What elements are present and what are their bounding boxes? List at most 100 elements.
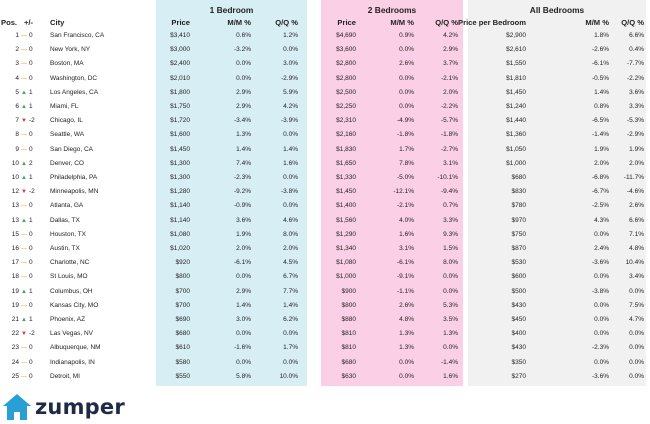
cell-all-price: $400 <box>511 330 526 338</box>
cell-b1-qq: 8.0% <box>283 230 298 238</box>
cell-b2-price: $630 <box>341 372 356 380</box>
cell-b1-price: $700 <box>175 287 190 295</box>
cell-change: 0 <box>29 273 33 281</box>
cell-b1-mm: -3.4% <box>234 117 251 125</box>
cell-b2-price: $2,160 <box>336 131 356 139</box>
cell-all-qq: -2.9% <box>627 131 644 139</box>
cell-b2-qq: 2.0% <box>443 88 458 96</box>
cell-pos: 24 <box>11 358 19 366</box>
dash-icon: — <box>21 260 27 267</box>
cell-b1-qq: 3.0% <box>283 60 298 68</box>
cell-b1-price: $2,400 <box>170 60 190 68</box>
cell-change: -2 <box>29 330 35 338</box>
header-all-qq: Q/Q % <box>621 18 644 27</box>
cell-b2-mm: 0.0% <box>399 74 414 82</box>
table-row: 7 ▼ -2 Chicago, IL $1,720 -3.4% -3.9% $2,310 -4.… <box>0 115 650 127</box>
cell-change: -2 <box>29 117 35 125</box>
cell-b1-price: $1,600 <box>170 131 190 139</box>
cell-b2-price: $1,000 <box>336 273 356 281</box>
cell-city: Seattle, WA <box>50 131 85 139</box>
cell-all-price: $1,000 <box>506 159 526 167</box>
cell-b2-qq: -9.4% <box>441 188 458 196</box>
cell-all-price: $1,550 <box>506 60 526 68</box>
cell-all-mm: -3.6% <box>592 372 609 380</box>
cell-all-qq: 7.5% <box>629 301 644 309</box>
cell-b1-mm: -3.2% <box>234 46 251 54</box>
cell-city: Atlanta, GA <box>50 202 84 210</box>
cell-b1-mm: 1.3% <box>236 131 251 139</box>
cell-b2-price: $1,340 <box>336 245 356 252</box>
table-row: 21 ▲ 1 Phoenix, AZ $690 3.0% 6.2% $880 4.8% 3.5% $… <box>0 314 650 326</box>
dash-icon: — <box>21 146 27 153</box>
table-row: 24—0 Indianapolis, IN $580 0.0% 0.0% $680 0.0%… <box>0 357 650 369</box>
cell-b1-qq: -3.8% <box>281 188 298 196</box>
cell-all-qq: 0.4% <box>629 46 644 54</box>
header-b2-mm: M/M % <box>390 18 414 27</box>
column-headers: Pos. +/- City Price M/M % Q/Q % Price M/… <box>0 17 650 29</box>
dash-icon: — <box>21 359 27 366</box>
cell-pos: 1 <box>15 32 19 39</box>
cell-b1-price: $580 <box>175 358 190 366</box>
cell-b1-mm: 1.4% <box>236 145 251 153</box>
cell-pos: 7 <box>15 117 19 125</box>
cell-all-price: $1,360 <box>506 131 526 139</box>
cell-all-price: $1,240 <box>506 103 526 110</box>
cell-all-mm: 0.0% <box>594 273 609 281</box>
cell-b2-mm: 4.0% <box>399 216 414 224</box>
table-row: 25—0 Detroit, MI $550 5.8% 10.0% $630 0.0% 1.6%… <box>0 371 650 383</box>
cell-all-price: $500 <box>511 287 526 295</box>
arrow-up-icon: ▲ <box>21 288 27 295</box>
cell-change: 0 <box>29 344 33 352</box>
cell-all-mm: -1.4% <box>592 131 609 139</box>
cell-pos: 8 <box>15 131 19 139</box>
cell-all-qq: 0.0% <box>629 358 644 366</box>
cell-b1-mm: 2.9% <box>236 88 251 96</box>
cell-city: New York, NY <box>50 46 91 54</box>
cell-b1-mm: 7.4% <box>236 159 251 167</box>
cell-city: San Diego, CA <box>50 145 93 153</box>
cell-pos: 15 <box>11 230 19 238</box>
cell-b1-qq: 1.4% <box>283 301 298 309</box>
cell-all-price: $430 <box>511 344 526 352</box>
cell-b2-qq: 3.7% <box>443 60 458 68</box>
cell-b2-mm: -2.1% <box>397 202 414 210</box>
cell-city: Albuquerque, NM <box>50 344 101 352</box>
cell-pos: 23 <box>11 344 19 352</box>
cell-all-qq: 3.4% <box>629 273 644 281</box>
cell-b2-mm: 0.0% <box>399 358 414 366</box>
cell-all-qq: -7.7% <box>627 60 644 68</box>
cell-b2-price: $3,600 <box>336 46 356 54</box>
cell-b2-qq: 4.2% <box>443 32 458 39</box>
dash-icon: — <box>21 203 27 210</box>
cell-b1-price: $1,450 <box>170 145 190 153</box>
cell-pos: 5 <box>15 88 19 96</box>
cell-b1-mm: 0.0% <box>236 358 251 366</box>
cell-b1-qq: -2.9% <box>281 74 298 82</box>
cell-b2-price: $1,080 <box>336 259 356 267</box>
cell-b1-qq: 2.0% <box>283 245 298 252</box>
cell-city: Indianapolis, IN <box>50 358 95 366</box>
cell-all-qq: 0.0% <box>629 287 644 295</box>
cell-b2-qq: 8.0% <box>443 259 458 267</box>
table-row: 23—0 Albuquerque, NM $610 -1.6% 1.7% $810 1.3%… <box>0 342 650 354</box>
arrow-up-icon: ▲ <box>21 317 27 323</box>
table-row: 3—0 Boston, MA $2,400 0.0% 3.0% $2,800 2.6% 3.7… <box>0 58 650 70</box>
cell-all-mm: 1.9% <box>594 145 609 153</box>
cell-b2-price: $1,400 <box>336 202 356 210</box>
table-row: 19—0 Kansas City, MO $700 1.4% 1.4% $800 2.6% 5… <box>0 300 650 312</box>
cell-b2-price: $1,290 <box>336 230 356 238</box>
cell-b2-price: $1,830 <box>336 145 356 153</box>
dash-icon: — <box>21 274 27 281</box>
cell-all-price: $1,810 <box>506 74 526 82</box>
cell-city: Houston, TX <box>50 230 87 238</box>
cell-pos: 2 <box>15 46 19 54</box>
cell-b1-mm: 0.6% <box>236 32 251 39</box>
cell-b1-mm: 3.0% <box>236 316 251 323</box>
cell-change: 0 <box>29 259 33 267</box>
cell-b2-mm: 0.0% <box>399 88 414 96</box>
cell-b2-mm: 4.8% <box>399 316 414 323</box>
cell-pos: 13 <box>11 216 19 224</box>
cell-b2-qq: 3.5% <box>443 316 458 323</box>
group-header-one-bedroom: 1 Bedroom <box>209 5 254 15</box>
cell-change: 1 <box>29 287 33 295</box>
